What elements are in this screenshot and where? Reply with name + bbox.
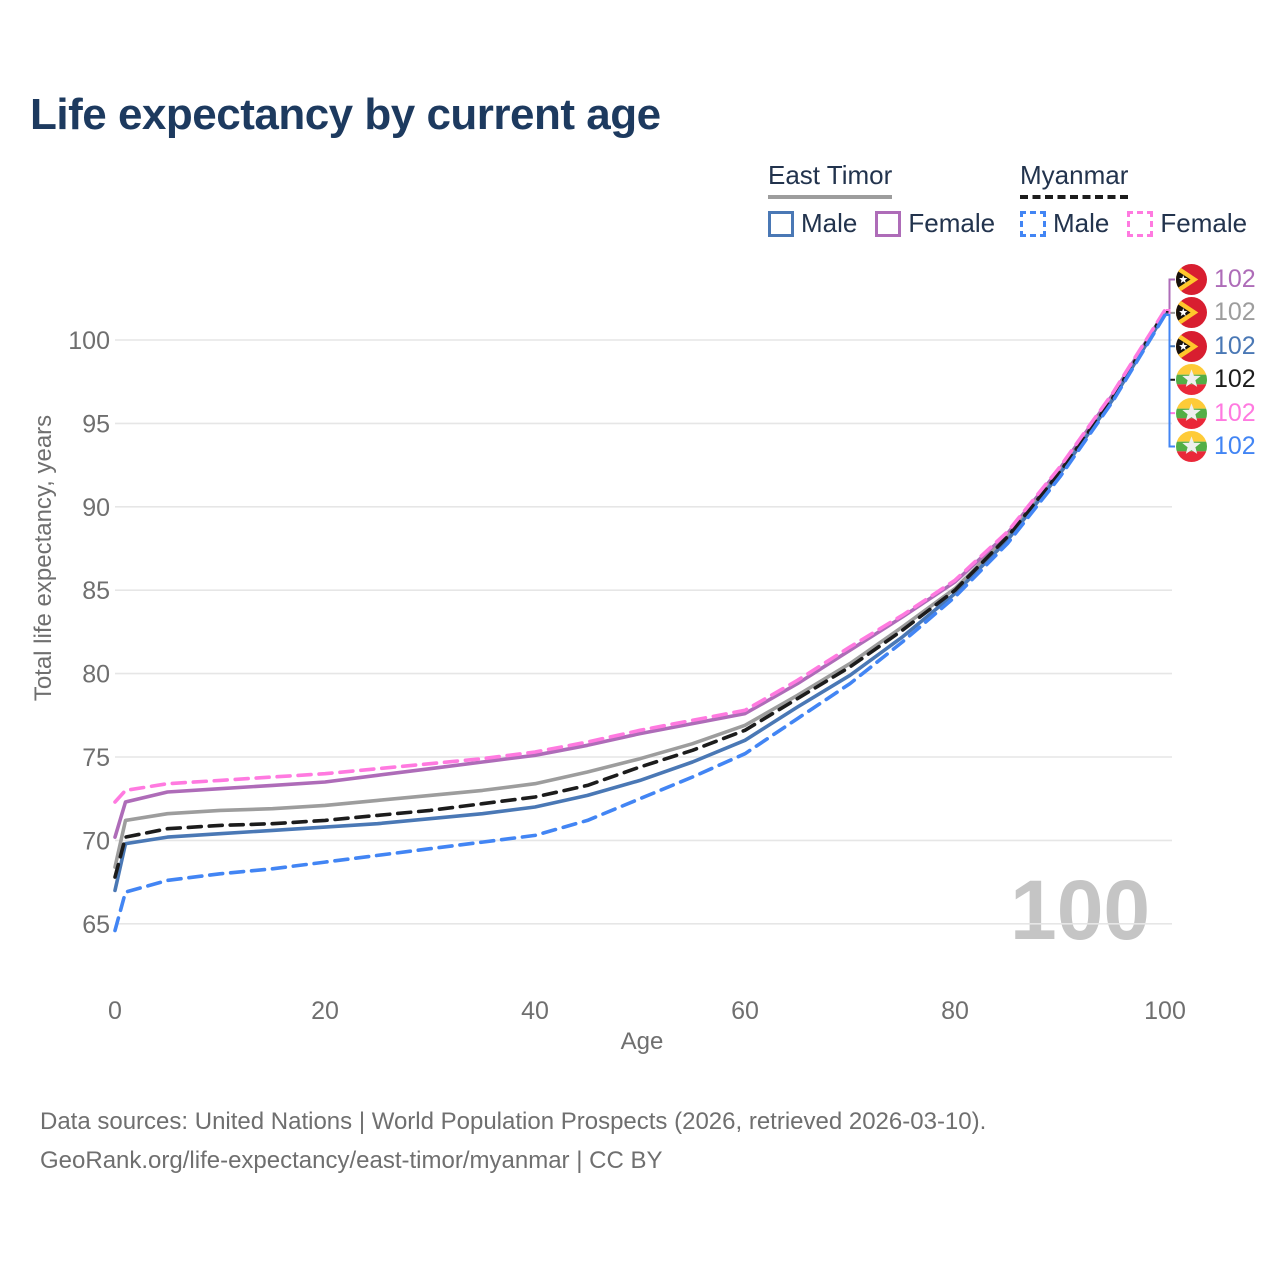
y-tick-label: 80 <box>82 661 110 689</box>
y-tick-label: 70 <box>82 827 110 855</box>
y-tick-label: 85 <box>82 577 110 605</box>
y-tick-label: 100 <box>68 327 110 355</box>
x-axis-label: Age <box>620 1028 664 1055</box>
data-sources-note: Data sources: United Nations | World Pop… <box>40 1108 987 1135</box>
page-title: Life expectancy by current age <box>30 90 661 139</box>
legend-label-east-timor-female: Female <box>908 208 996 239</box>
x-tick-label: 100 <box>1144 997 1186 1025</box>
end-label-connectors <box>1166 278 1175 448</box>
connector-east-timor-female <box>1166 278 1175 313</box>
legend-group-east-timor: East Timor Male Female <box>768 161 1013 239</box>
legend-country-east-timor: East Timor <box>768 161 893 200</box>
y-tick-label: 65 <box>82 911 110 939</box>
y-axis-label: Total life expectancy, years <box>30 414 57 702</box>
y-tick-label: 90 <box>82 494 110 522</box>
legend-swatch-myanmar-female <box>1127 210 1154 237</box>
line-myanmar-female[interactable] <box>113 308 1167 804</box>
age-watermark: 100 <box>1010 863 1151 957</box>
x-tick-label: 0 <box>108 997 122 1025</box>
x-tick-label: 60 <box>731 997 759 1025</box>
x-tick-label: 80 <box>941 997 969 1025</box>
legend-label-myanmar-male: Male <box>1053 208 1110 239</box>
legend-swatch-east-timor-male <box>768 210 794 237</box>
legend-swatch-myanmar-male <box>1020 210 1046 237</box>
line-myanmar-male[interactable] <box>113 313 1167 933</box>
attribution-link: GeoRank.org/life-expectancy/east-timor/m… <box>40 1147 663 1174</box>
legend-label-east-timor-male: Male <box>801 208 858 239</box>
y-tick-label: 95 <box>82 410 110 438</box>
connector-myanmar-male <box>1166 314 1175 448</box>
legend-country-myanmar: Myanmar <box>1020 161 1129 200</box>
x-tick-label: 20 <box>311 997 339 1025</box>
x-tick-label: 40 <box>521 997 549 1025</box>
legend-group-myanmar: Myanmar Male Female <box>1020 161 1265 239</box>
y-tick-label: 75 <box>82 744 110 772</box>
legend-label-myanmar-female: Female <box>1160 208 1248 239</box>
line-east-timor-male[interactable] <box>113 311 1167 893</box>
gridlines: 65 70 75 80 85 90 95 100 0 20 40 60 80 100 <box>68 327 1186 1025</box>
series-lines <box>113 308 1167 933</box>
legend-swatch-east-timor-female <box>875 210 902 237</box>
line-myanmar[interactable] <box>113 309 1167 879</box>
